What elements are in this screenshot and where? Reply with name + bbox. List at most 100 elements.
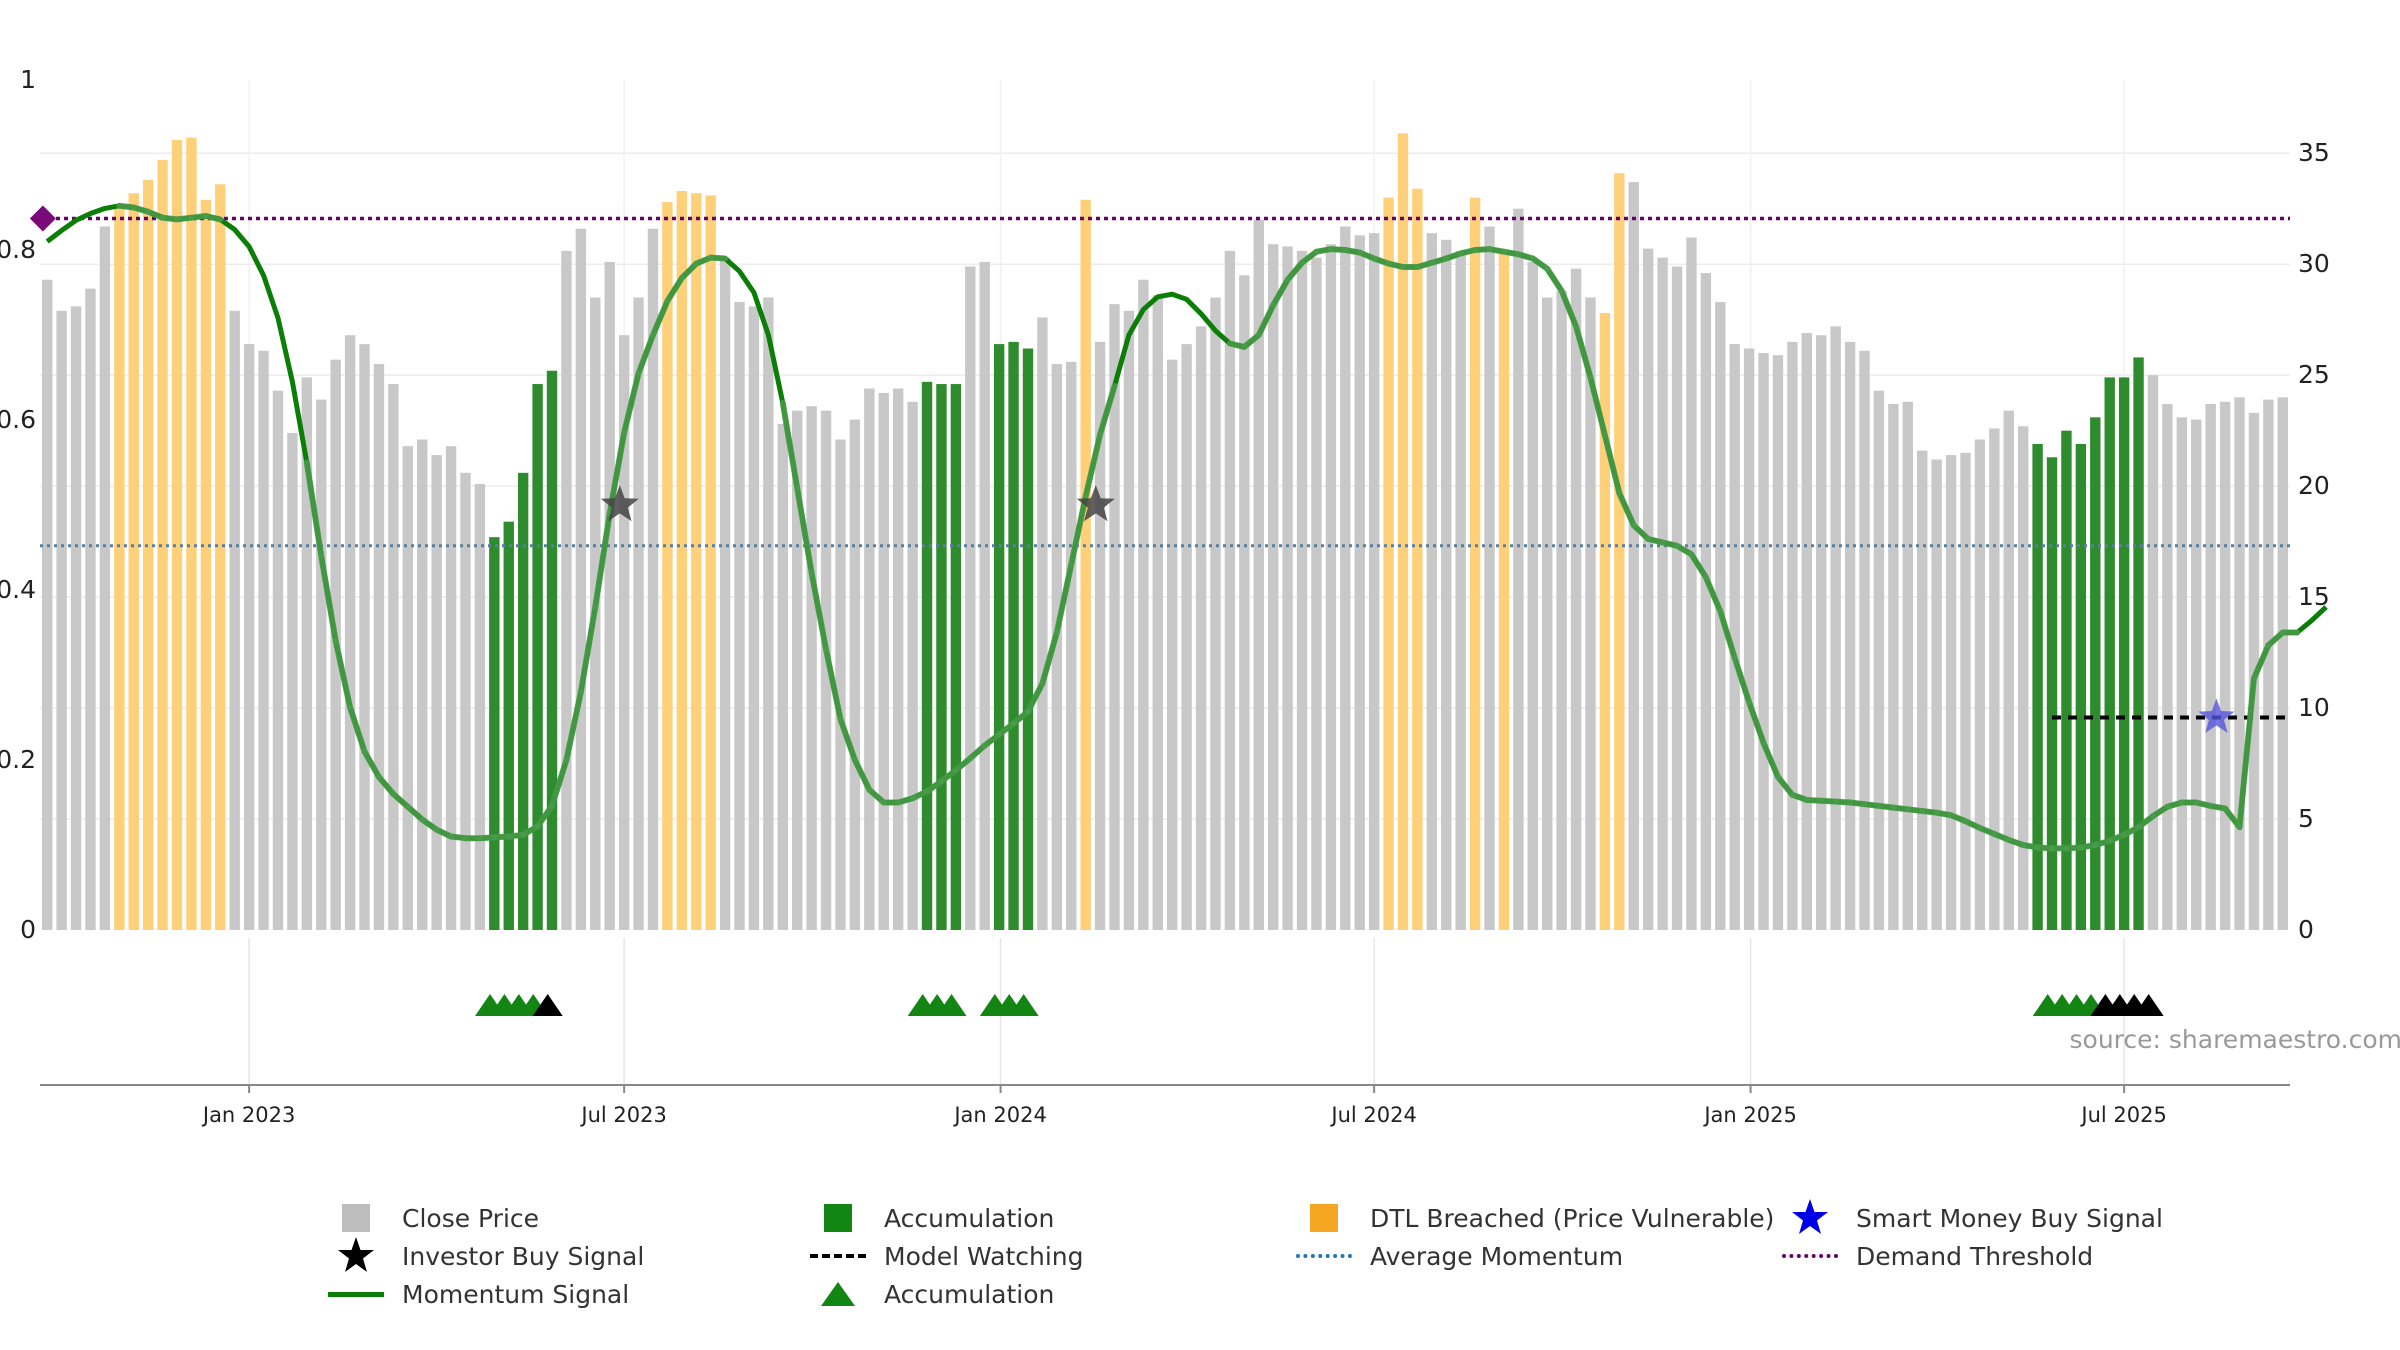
price-bar-dtl bbox=[1397, 133, 1409, 931]
momentum-signal-segment bbox=[1558, 287, 1580, 330]
price-bar-close bbox=[892, 388, 904, 931]
price-bar-close bbox=[1873, 390, 1885, 930]
left-axis-tick-label: 0.6 bbox=[0, 405, 36, 434]
momentum-signal-segment bbox=[1284, 259, 1306, 283]
price-bar-close bbox=[835, 439, 846, 930]
momentum-signal-segment bbox=[1587, 374, 1608, 439]
price-bar-close bbox=[849, 419, 861, 930]
price-bar-close bbox=[748, 306, 760, 931]
x-axis-tick-label: Jul 2023 bbox=[579, 1103, 666, 1127]
left-axis-tick-label: 0.2 bbox=[0, 745, 36, 774]
momentum-signal-segment bbox=[794, 485, 815, 576]
price-bar-close bbox=[417, 439, 428, 930]
momentum-signal-segment bbox=[1270, 276, 1291, 309]
price-bar-close bbox=[1167, 359, 1178, 930]
price-bar-close bbox=[1700, 273, 1712, 930]
price-bar-dtl bbox=[1599, 313, 1611, 931]
price-bar-accum bbox=[503, 521, 514, 930]
momentum-signal-segment bbox=[938, 767, 959, 785]
price-bar-close bbox=[1267, 244, 1279, 931]
x-axis-tick-label: Jan 2025 bbox=[1702, 1103, 1797, 1127]
price-bar-dtl bbox=[215, 184, 226, 930]
price-bar-dtl bbox=[157, 159, 168, 930]
star-icon bbox=[326, 1237, 386, 1273]
legend-label: Momentum Signal bbox=[402, 1279, 630, 1309]
price-bar-close bbox=[56, 310, 67, 930]
investor-buy-signal-star bbox=[1076, 485, 1115, 522]
price-bar-accum bbox=[2090, 417, 2101, 931]
price-bar-close bbox=[1138, 279, 1149, 930]
momentum-signal-segment bbox=[592, 510, 613, 610]
price-bar-dtl bbox=[1614, 173, 1625, 930]
momentum-signal-segment bbox=[1717, 608, 1738, 661]
momentum-signal-segment bbox=[952, 755, 974, 774]
price-bar-close bbox=[1181, 344, 1192, 930]
price-bar-close bbox=[820, 410, 832, 931]
price-bar-close bbox=[1066, 361, 1077, 931]
momentum-signal-segment bbox=[866, 786, 887, 806]
price-bar-close bbox=[1801, 333, 1813, 930]
price-bar-close bbox=[373, 364, 385, 930]
momentum-signal-segment bbox=[621, 370, 642, 436]
legend-label: Accumulation bbox=[884, 1279, 1055, 1309]
price-bar-close bbox=[287, 432, 298, 930]
price-bar-close bbox=[1729, 344, 1740, 930]
legend-label: Close Price bbox=[402, 1203, 540, 1233]
right-axis-tick-label: 30 bbox=[2298, 249, 2330, 278]
star-icon bbox=[1780, 1199, 1840, 1235]
price-bar-close bbox=[1441, 239, 1452, 930]
right-axis-tick-label: 15 bbox=[2298, 582, 2330, 611]
price-bar-close bbox=[1585, 297, 1596, 930]
momentum-signal-segment bbox=[2236, 675, 2257, 831]
source-label: source: sharemaestro.com bbox=[2070, 1025, 2400, 1054]
price-bar-close bbox=[1570, 268, 1582, 930]
price-bar-close bbox=[1686, 237, 1697, 931]
legend-label: DTL Breached (Price Vulnerable) bbox=[1370, 1203, 1775, 1233]
price-bar-close bbox=[1325, 244, 1337, 931]
legend-swatch-average-momentum bbox=[1294, 1239, 1354, 1273]
price-bar-dtl bbox=[1498, 253, 1510, 930]
price-bar-dtl bbox=[114, 206, 125, 930]
right-axis-tick-label: 10 bbox=[2298, 693, 2330, 722]
price-bar-close bbox=[1787, 341, 1798, 930]
price-bar-dtl bbox=[128, 193, 139, 931]
price-bar-dtl bbox=[705, 195, 716, 931]
legend-label: Demand Threshold bbox=[1856, 1241, 2094, 1271]
price-bar-close bbox=[1195, 326, 1207, 931]
price-bar-close bbox=[2219, 401, 2231, 930]
price-bar-close bbox=[1210, 297, 1221, 930]
price-bar-accum bbox=[2061, 430, 2072, 930]
legend-item-investor-buy-signal: Investor Buy Signal bbox=[326, 1237, 644, 1273]
legend-label: Smart Money Buy Signal bbox=[1856, 1203, 2163, 1233]
price-bars bbox=[42, 133, 2288, 931]
momentum-signal-segment bbox=[1544, 265, 1565, 294]
price-bar-close bbox=[2205, 404, 2216, 930]
momentum-signal-segment bbox=[318, 553, 339, 644]
momentum-signal-segment bbox=[2265, 629, 2286, 649]
price-bar-close bbox=[2176, 417, 2188, 931]
price-bar-close bbox=[2234, 397, 2245, 930]
price-bar-close bbox=[1628, 182, 1639, 931]
accumulation-marker-green bbox=[936, 994, 967, 1016]
legend-item-average-momentum: Average Momentum bbox=[1294, 1239, 1623, 1273]
price-bar-close bbox=[301, 377, 313, 930]
momentum-signal-segment bbox=[1039, 629, 1060, 687]
price-bar-undefined bbox=[2277, 397, 2288, 930]
price-bar-close bbox=[2162, 404, 2173, 930]
legend-swatch-close-price bbox=[326, 1201, 386, 1235]
price-bar-close bbox=[1109, 304, 1120, 930]
price-bar-close bbox=[2017, 426, 2029, 930]
price-bar-close bbox=[561, 250, 572, 931]
triangle-icon bbox=[808, 1277, 868, 1311]
price-bar-close bbox=[965, 266, 976, 930]
price-bar-dtl bbox=[1080, 199, 1091, 931]
price-bar-close bbox=[734, 301, 745, 930]
price-bar-close bbox=[763, 297, 774, 930]
left-axis-tick-label: 0 bbox=[20, 915, 36, 944]
legend-label: Model Watching bbox=[884, 1241, 1084, 1271]
price-bar-close bbox=[1830, 326, 1841, 931]
price-bar-close bbox=[272, 390, 284, 930]
price-bar-close bbox=[1772, 355, 1784, 931]
legend-item-dtl-breached: DTL Breached (Price Vulnerable) bbox=[1294, 1201, 1774, 1235]
